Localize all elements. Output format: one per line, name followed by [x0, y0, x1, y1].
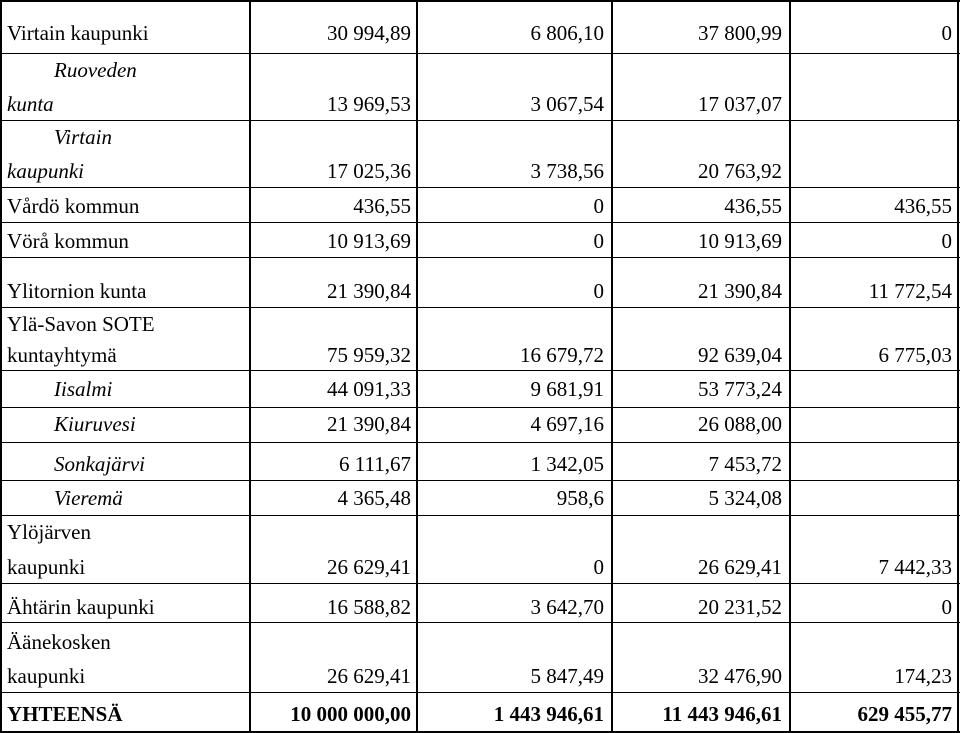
- cell-value: 11 443 946,61: [662, 702, 782, 726]
- table-border-top: [0, 0, 960, 2]
- cell-value: 17 025,36: [327, 159, 411, 183]
- cell-value: 6 111,67: [339, 452, 411, 476]
- row-divider: [0, 622, 960, 623]
- row-divider: [0, 480, 960, 481]
- row-name-line: Virtain: [54, 125, 112, 149]
- column-divider: [611, 0, 613, 733]
- cell-value: 7 442,33: [878, 555, 953, 579]
- column-divider: [249, 0, 251, 733]
- cell-value: 92 639,04: [698, 343, 782, 367]
- cell-value: 10 000 000,00: [290, 702, 411, 726]
- cell-value: 20 231,52: [698, 595, 782, 619]
- row-divider: [0, 692, 960, 693]
- row-name-line: kuntayhtymä: [7, 343, 117, 367]
- row-divider: [0, 583, 960, 584]
- cell-value: 0: [941, 595, 953, 619]
- column-divider: [957, 0, 959, 733]
- cell-value: 17 037,07: [698, 92, 782, 116]
- cell-value: 0: [593, 555, 605, 579]
- cell-value: 0: [941, 229, 953, 253]
- column-divider: [0, 0, 2, 733]
- column-divider: [416, 0, 418, 733]
- cell-value: 4 697,16: [530, 412, 605, 436]
- row-name-line: kunta: [7, 92, 54, 116]
- cell-value: 3 738,56: [530, 159, 605, 183]
- row-divider: [0, 53, 960, 54]
- cell-value: 1 342,05: [530, 452, 605, 476]
- cell-value: 30 994,89: [327, 21, 411, 45]
- row-name: Vieremä: [54, 486, 123, 510]
- cell-value: 20 763,92: [698, 159, 782, 183]
- cell-value: 21 390,84: [327, 279, 411, 303]
- cell-value: 37 800,99: [698, 21, 782, 45]
- cell-value: 629 455,77: [857, 702, 953, 726]
- cell-value: 4 365,48: [337, 486, 412, 510]
- cell-value: 21 390,84: [698, 279, 782, 303]
- cell-value: 16 588,82: [327, 595, 411, 619]
- cell-value: 436,55: [894, 194, 952, 218]
- cell-value: 26 629,41: [327, 555, 411, 579]
- cell-value: 436,55: [724, 194, 782, 218]
- row-name: Ähtärin kaupunki: [7, 595, 155, 619]
- cell-value: 1 443 946,61: [493, 702, 604, 726]
- row-divider: [0, 515, 960, 516]
- cell-value: 11 772,54: [868, 279, 952, 303]
- cell-value: 10 913,69: [327, 229, 411, 253]
- row-name: Ylitornion kunta: [7, 279, 147, 303]
- row-divider: [0, 370, 960, 371]
- row-name: Sonkajärvi: [54, 452, 145, 476]
- cell-value: 9 681,91: [530, 377, 605, 401]
- cell-value: 13 969,53: [327, 92, 411, 116]
- row-divider: [0, 307, 960, 308]
- row-name-line: Ylä-Savon SOTE: [7, 312, 155, 336]
- cell-value: 0: [593, 229, 605, 253]
- row-name: Vårdö kommun: [7, 194, 140, 218]
- cell-value: 6 775,03: [878, 343, 953, 367]
- row-name-line: kaupunki: [7, 159, 84, 183]
- cell-value: 0: [593, 279, 605, 303]
- column-divider: [789, 0, 791, 733]
- cell-value: 6 806,10: [530, 21, 605, 45]
- cell-value: 436,55: [353, 194, 411, 218]
- row-name: YHTEENSÄ: [7, 702, 123, 726]
- cell-value: 5 847,49: [530, 664, 605, 688]
- cell-value: 26 629,41: [698, 555, 782, 579]
- cell-value: 7 453,72: [708, 452, 783, 476]
- cell-value: 16 679,72: [520, 343, 604, 367]
- row-divider: [0, 257, 960, 258]
- row-name-line: Äänekosken: [7, 630, 111, 654]
- row-divider: [0, 120, 960, 121]
- row-divider: [0, 407, 960, 408]
- cell-value: 5 324,08: [708, 486, 783, 510]
- row-divider: [0, 442, 960, 443]
- cell-value: 26 088,00: [698, 412, 782, 436]
- cell-value: 21 390,84: [327, 412, 411, 436]
- cell-value: 32 476,90: [698, 664, 782, 688]
- cell-value: 0: [941, 21, 953, 45]
- cell-value: 75 959,32: [327, 343, 411, 367]
- row-name: Virtain kaupunki: [7, 21, 149, 45]
- row-divider: [0, 222, 960, 223]
- cell-value: 53 773,24: [698, 377, 782, 401]
- row-name-line: kaupunki: [7, 555, 86, 579]
- row-name: Vörå kommun: [7, 229, 129, 253]
- cell-value: 26 629,41: [327, 664, 411, 688]
- row-name-line: Ruoveden: [54, 58, 137, 82]
- cell-value: 10 913,69: [698, 229, 782, 253]
- cell-value: 44 091,33: [327, 377, 411, 401]
- row-name: Kiuruvesi: [54, 412, 136, 436]
- row-name-line: kaupunki: [7, 664, 86, 688]
- cell-value: 958,6: [556, 486, 604, 510]
- cell-value: 3 067,54: [530, 92, 605, 116]
- row-name-line: Ylöjärven: [7, 520, 91, 544]
- cell-value: 0: [593, 194, 605, 218]
- row-divider: [0, 187, 960, 188]
- row-name: Iisalmi: [54, 377, 113, 401]
- cell-value: 174,23: [894, 664, 952, 688]
- cell-value: 3 642,70: [530, 595, 605, 619]
